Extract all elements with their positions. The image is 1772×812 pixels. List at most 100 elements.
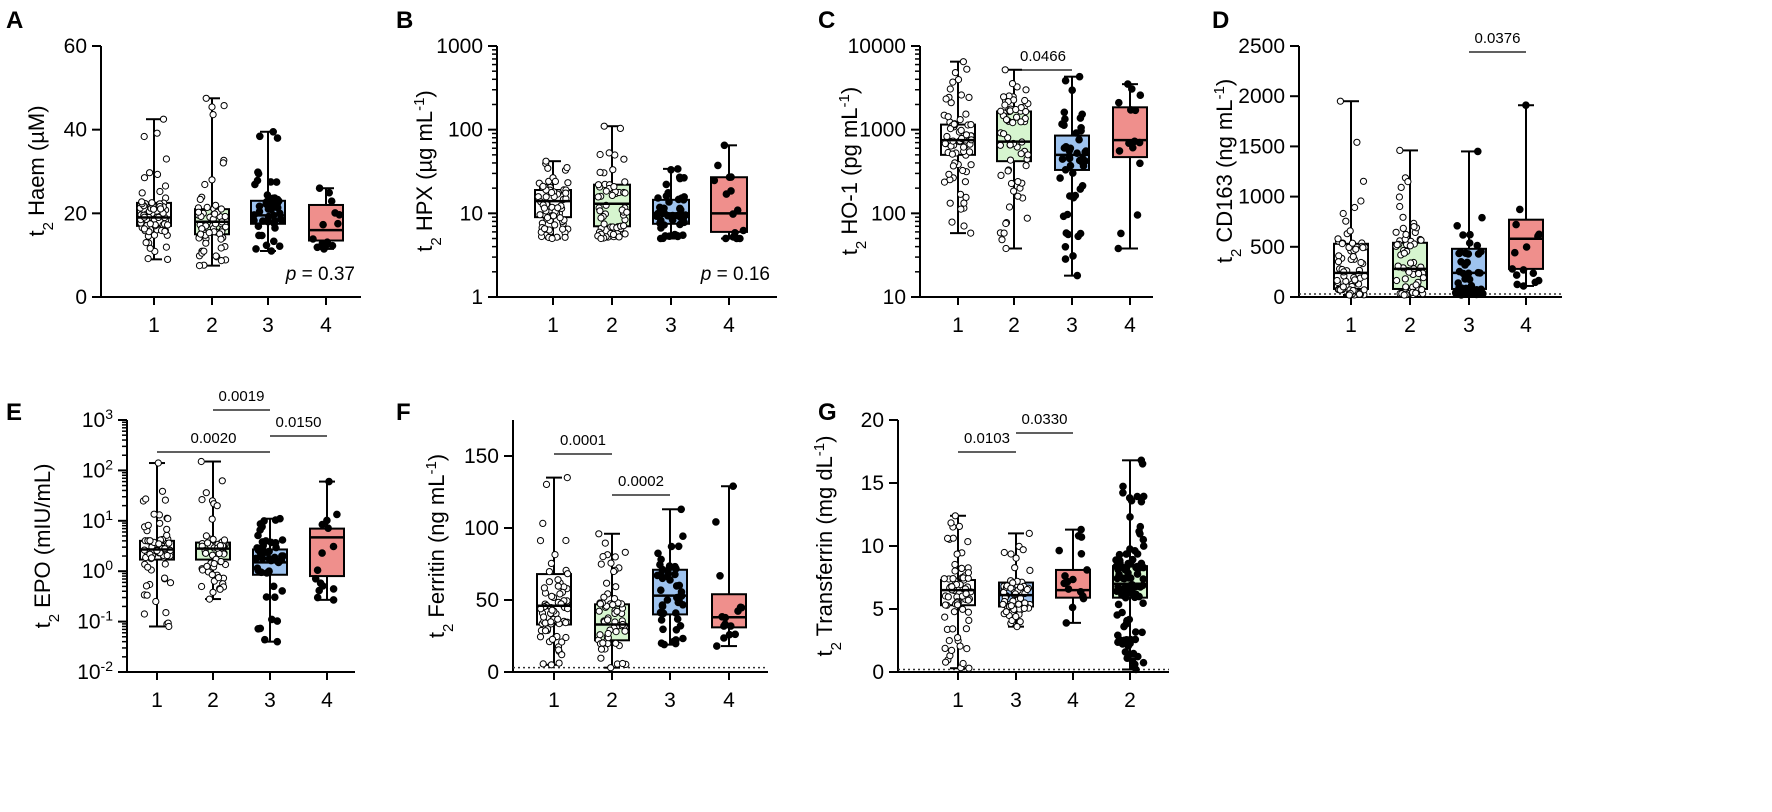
- data-point: [1005, 203, 1014, 211]
- box-group-4: [1508, 101, 1544, 290]
- data-point: [279, 552, 287, 560]
- data-point: [722, 190, 731, 198]
- data-point: [1519, 266, 1528, 274]
- data-point: [1357, 258, 1365, 267]
- data-point: [1120, 574, 1129, 583]
- data-point: [1020, 604, 1028, 613]
- data-point: [1395, 193, 1404, 201]
- data-point: [198, 496, 206, 504]
- data-point: [1017, 150, 1025, 158]
- data-point: [551, 177, 560, 185]
- data-point: [551, 221, 559, 229]
- data-point: [1126, 639, 1134, 648]
- data-point: [202, 549, 210, 557]
- y-tick-label: 0: [1273, 286, 1285, 309]
- data-point: [273, 637, 282, 646]
- data-point: [209, 535, 217, 543]
- data-point: [673, 615, 682, 623]
- data-point: [267, 178, 275, 186]
- data-point: [956, 116, 964, 124]
- data-point: [732, 234, 741, 243]
- data-point: [621, 627, 629, 635]
- data-point: [254, 222, 263, 230]
- data-point: [945, 170, 953, 178]
- data-point: [1401, 275, 1409, 283]
- data-point: [1077, 533, 1086, 541]
- data-point: [1335, 252, 1343, 260]
- data-point: [202, 239, 210, 247]
- box-group-4: [710, 141, 748, 243]
- data-point: [210, 560, 218, 568]
- x-tick-label: 4: [723, 689, 735, 712]
- data-point: [960, 199, 968, 207]
- data-point: [1077, 550, 1086, 558]
- data-point: [1478, 213, 1486, 222]
- data-point: [267, 205, 276, 214]
- data-point: [1351, 203, 1359, 212]
- data-point: [539, 182, 547, 190]
- data-point: [1417, 236, 1425, 244]
- data-point: [540, 584, 549, 592]
- data-point: [328, 241, 337, 250]
- data-point: [271, 593, 279, 602]
- data-point: [596, 168, 604, 176]
- y-tick-label: 1000: [436, 35, 483, 58]
- data-point: [610, 567, 618, 576]
- box-group-1: [940, 512, 976, 672]
- data-point: [621, 230, 629, 238]
- box-group-3: [1451, 147, 1487, 299]
- data-point: [1339, 283, 1347, 291]
- data-point: [1459, 231, 1467, 239]
- data-point: [562, 189, 570, 197]
- data-point: [960, 222, 968, 230]
- data-point: [960, 143, 968, 151]
- data-point: [1404, 178, 1412, 186]
- data-point: [665, 232, 674, 240]
- data-point: [951, 560, 959, 569]
- data-point: [254, 531, 262, 540]
- data-point: [623, 208, 631, 216]
- y-tick-label: 103: [82, 406, 113, 432]
- data-point: [1117, 229, 1125, 238]
- data-point: [1119, 489, 1127, 497]
- data-point: [1406, 242, 1414, 250]
- significance-label: 0.0002: [618, 473, 664, 490]
- data-point: [737, 603, 746, 612]
- data-point: [1000, 93, 1008, 101]
- data-point: [710, 176, 719, 185]
- data-point: [596, 631, 604, 639]
- data-point: [161, 182, 170, 190]
- y-axis-title: t2 Haem (µM): [24, 105, 57, 236]
- data-point: [549, 212, 558, 220]
- panel-letter: B: [396, 7, 413, 34]
- data-point: [620, 155, 628, 163]
- data-point: [594, 181, 603, 189]
- data-point: [1073, 271, 1082, 280]
- data-point: [1120, 584, 1129, 592]
- data-point: [157, 205, 165, 213]
- y-tick-label: 2000: [1238, 85, 1285, 108]
- box-group-4: [1055, 525, 1091, 627]
- data-point: [1410, 223, 1418, 231]
- data-point: [217, 205, 225, 213]
- data-point: [1137, 497, 1146, 506]
- data-point: [166, 579, 175, 587]
- data-point: [1474, 147, 1482, 156]
- data-point: [1007, 550, 1015, 558]
- data-point: [544, 164, 552, 172]
- data-point: [558, 638, 566, 646]
- data-point: [1022, 162, 1030, 170]
- data-point: [273, 134, 282, 142]
- data-point: [543, 214, 552, 222]
- data-point: [1333, 276, 1341, 285]
- data-point: [1002, 116, 1011, 124]
- data-point: [250, 216, 258, 225]
- data-point: [672, 626, 681, 634]
- data-point: [957, 205, 965, 213]
- data-point: [1068, 603, 1077, 612]
- y-tick-label: 1: [471, 286, 483, 309]
- data-point: [165, 539, 173, 547]
- panel-d: Dt2 CD163 (ng mL-1) 0 500 1000 1500 2000 2500 1…: [1211, 7, 1562, 337]
- data-point: [940, 178, 949, 186]
- data-point: [957, 91, 966, 99]
